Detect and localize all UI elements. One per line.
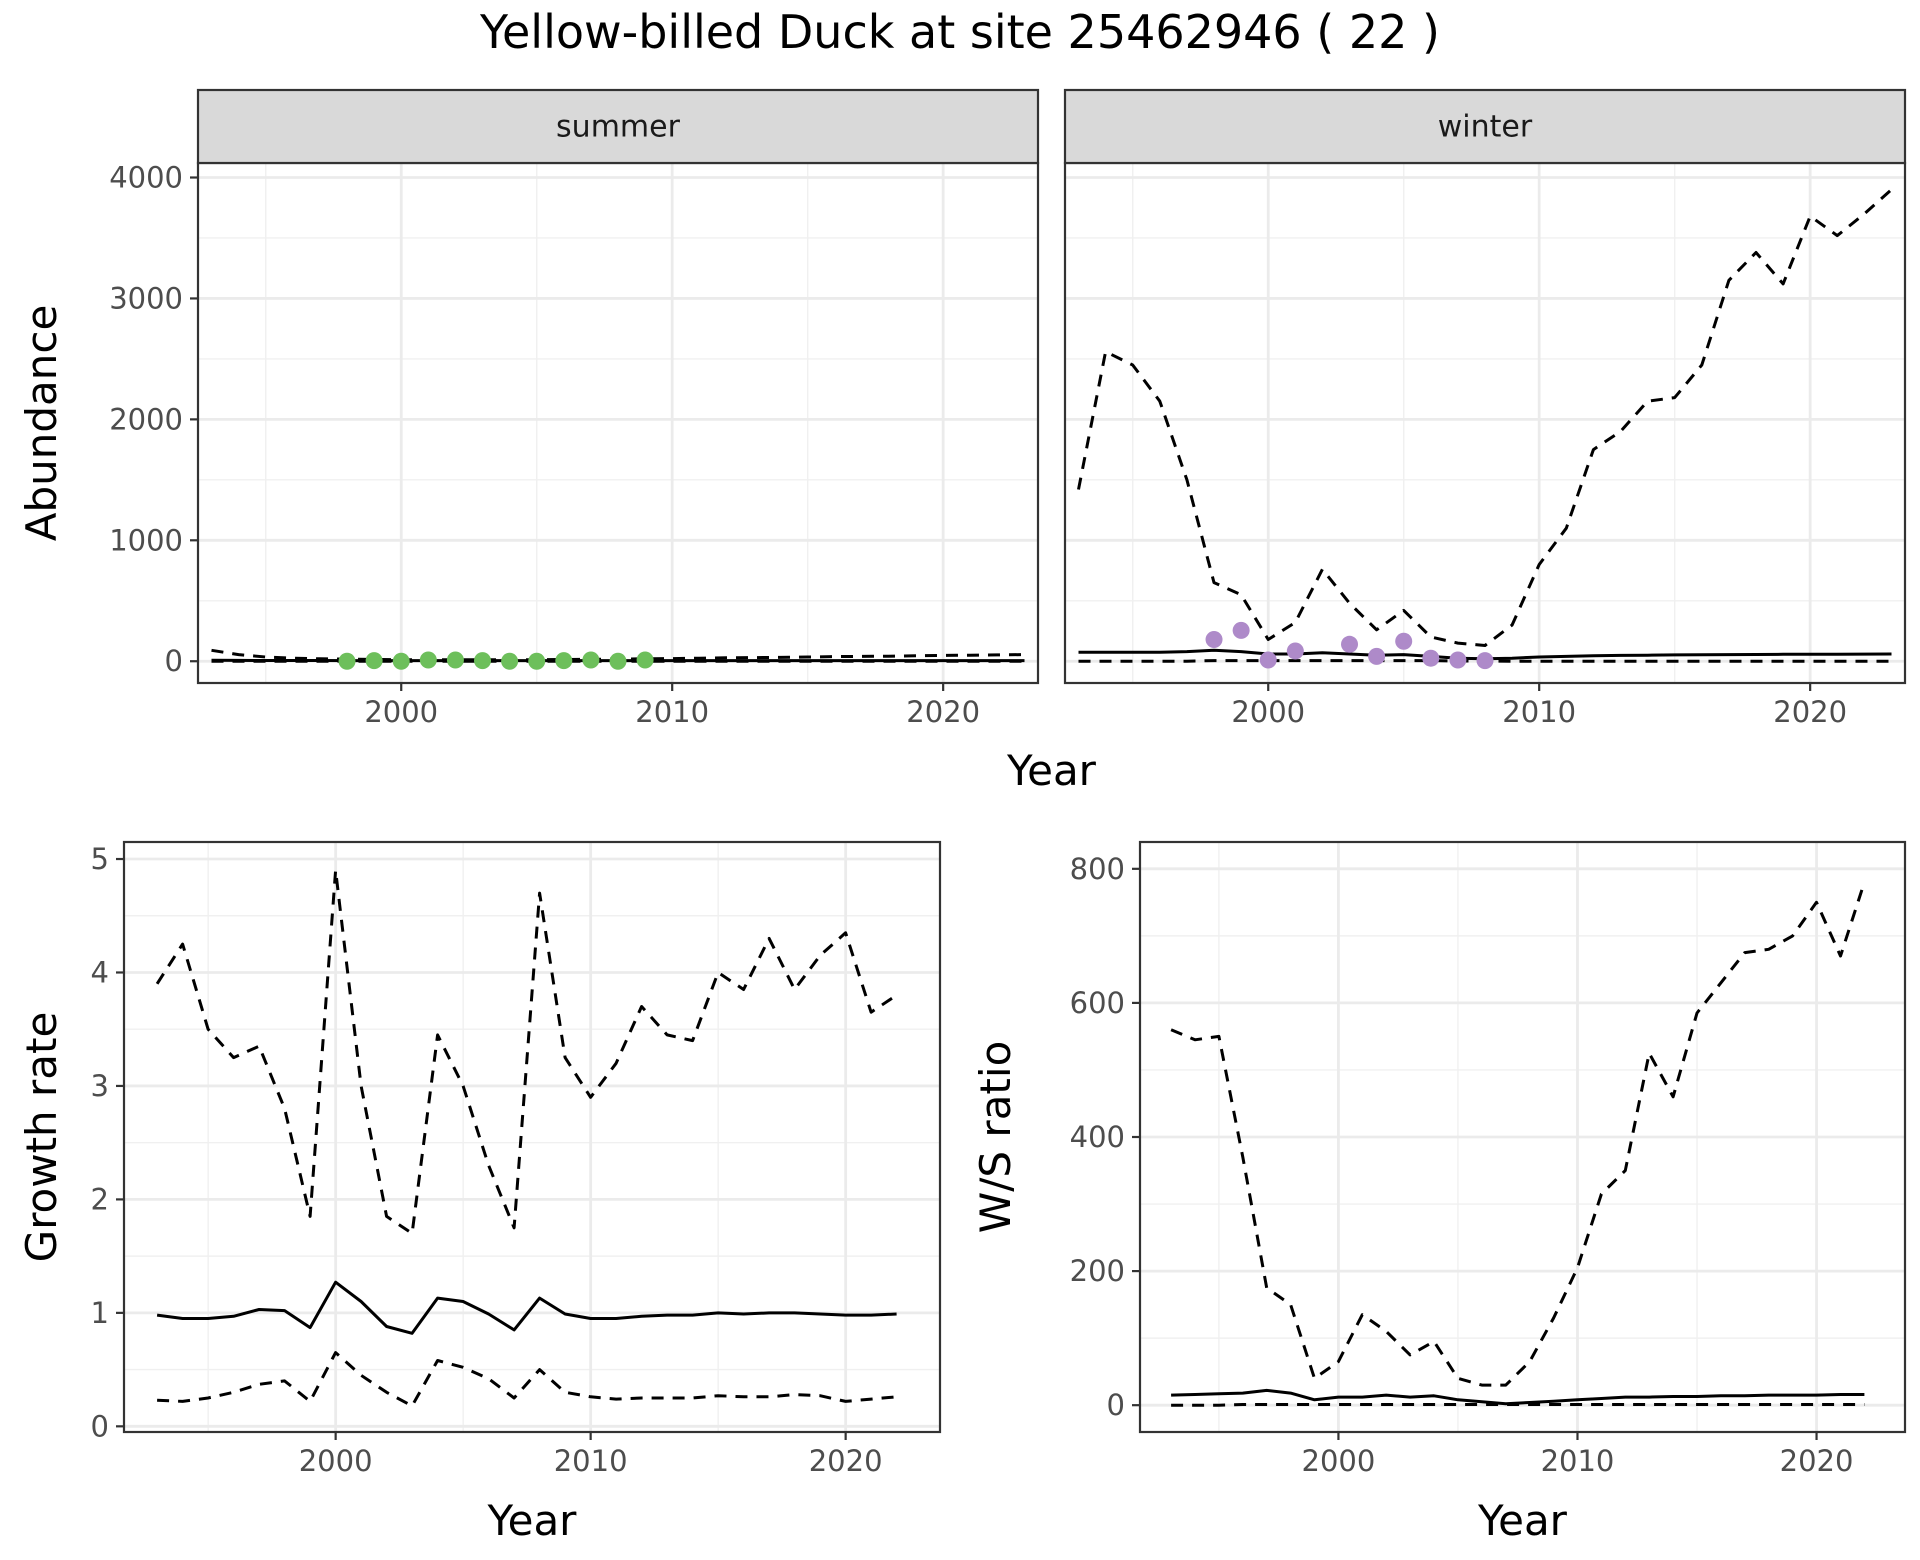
x-tick-label: 2000: [299, 1444, 373, 1478]
y-tick-label: 2000: [109, 402, 183, 436]
x-tick-label: 2020: [1773, 695, 1847, 729]
x-tick-label: 2010: [1502, 695, 1576, 729]
panel-growth-rate: 2000 2010 2020 0 1 2 3 4 5 Year Growth rate: [17, 840, 942, 1545]
y-tick-label: 4: [91, 955, 109, 989]
x-tick-label: 2010: [1541, 1444, 1615, 1478]
x-axis-ticks: 2000 2010 2020: [299, 1432, 883, 1478]
data-point: [555, 652, 573, 670]
x-axis-title: Year: [1477, 1496, 1568, 1545]
x-tick-label: 2010: [554, 1444, 628, 1478]
y-axis-title: Abundance: [17, 305, 66, 542]
data-point: [501, 652, 519, 670]
shared-axis-labels: Year: [1006, 746, 1097, 795]
y-tick-label: 800: [1070, 852, 1125, 886]
series-line-1-dashed: [155, 868, 898, 1235]
data-point: [528, 652, 546, 670]
x-axis-ticks: 2000 2010 2020: [1302, 1432, 1854, 1478]
series-line-1-dashed: [1077, 188, 1893, 647]
series-line-2-solid: [156, 1280, 897, 1335]
y-tick-label: 600: [1070, 986, 1125, 1020]
data-point: [474, 652, 492, 670]
minor-grid: [1065, 163, 1905, 683]
observation-points: [1205, 621, 1494, 670]
panel-border: [122, 840, 942, 1434]
x-tick-label: 2000: [1231, 695, 1305, 729]
x-axis-ticks: 2000 2010 2020: [364, 683, 980, 729]
x-tick-label: 2020: [906, 695, 980, 729]
y-tick-label: 400: [1070, 1120, 1125, 1154]
x-axis-title: Year: [487, 1496, 578, 1545]
y-tick-label: 4000: [109, 161, 183, 195]
facet-strip-label: winter: [1438, 110, 1533, 145]
y-axis-title: Growth rate: [17, 1012, 66, 1263]
y-tick-label: 3000: [109, 281, 183, 315]
data-point: [1205, 630, 1223, 648]
x-axis-ticks: 2000 2010 2020: [1231, 683, 1847, 729]
data-point: [419, 651, 437, 669]
data-point: [1395, 632, 1413, 650]
y-axis-ticks: 0 1000 2000 3000 4000: [109, 161, 198, 678]
x-tick-label: 2010: [635, 695, 709, 729]
y-tick-label: 0: [165, 644, 183, 678]
y-axis-ticks: 0 1 2 3 4 5: [91, 842, 124, 1443]
y-axis-ticks: 0 200 400 600 800: [1070, 852, 1140, 1422]
y-tick-label: 5: [91, 842, 109, 876]
series-line-1-dashed: [1170, 881, 1866, 1387]
x-tick-label: 2020: [809, 1444, 883, 1478]
data-point: [1259, 651, 1277, 669]
y-tick-label: 1: [91, 1296, 109, 1330]
facet-x-axis-title: Year: [1006, 746, 1097, 795]
data-point: [392, 652, 410, 670]
major-grid: [124, 842, 940, 1432]
data-point: [609, 652, 627, 670]
data-point: [365, 652, 383, 670]
data-point: [1368, 647, 1386, 665]
y-tick-label: 0: [91, 1409, 109, 1443]
data-point: [1341, 635, 1359, 653]
data-point: [1476, 652, 1494, 670]
chart-title: Yellow-billed Duck at site 25462946 ( 22…: [479, 5, 1440, 59]
data-point: [446, 651, 464, 669]
facet-strip: [1063, 88, 1907, 165]
x-tick-label: 2020: [1780, 1444, 1854, 1478]
panel-summer-abundance: summer 2000 2010 2020 0 1000 2000 3000 4000 Abund…: [17, 88, 1040, 729]
x-tick-label: 2000: [364, 695, 438, 729]
series-line-3-dashed: [1171, 1403, 1865, 1407]
data-point: [1422, 649, 1440, 667]
y-tick-label: 0: [1107, 1388, 1125, 1422]
minor-grid: [198, 163, 1038, 683]
facet-strip: [196, 88, 1040, 165]
series-group: [155, 868, 898, 1408]
data-point: [338, 652, 356, 670]
series-line-3-dashed: [157, 1351, 897, 1408]
y-tick-label: 3: [91, 1069, 109, 1103]
minor-grid: [124, 842, 940, 1432]
data-point: [1232, 621, 1250, 639]
data-point: [1286, 642, 1304, 660]
y-tick-label: 2: [91, 1182, 109, 1216]
data-point: [582, 651, 600, 669]
facet-strip-label: summer: [556, 110, 681, 145]
x-tick-label: 2000: [1302, 1444, 1376, 1478]
panel-winter-abundance: winter 2000 2010 2020: [1063, 88, 1907, 729]
y-tick-label: 1000: [109, 523, 183, 557]
plot-background: [1065, 163, 1905, 683]
y-tick-label: 200: [1070, 1254, 1125, 1288]
series-group: [1170, 881, 1866, 1407]
data-point: [636, 651, 654, 669]
panel-ws-ratio: 2000 2010 2020 0 200 400 600 800 Year W/S ratio: [971, 840, 1907, 1545]
y-axis-title: W/S ratio: [971, 1041, 1020, 1234]
plot-background: [198, 163, 1038, 683]
plot-background: [124, 842, 940, 1432]
data-point: [1449, 651, 1467, 669]
observation-points: [338, 651, 654, 670]
major-grid: [1140, 842, 1905, 1432]
